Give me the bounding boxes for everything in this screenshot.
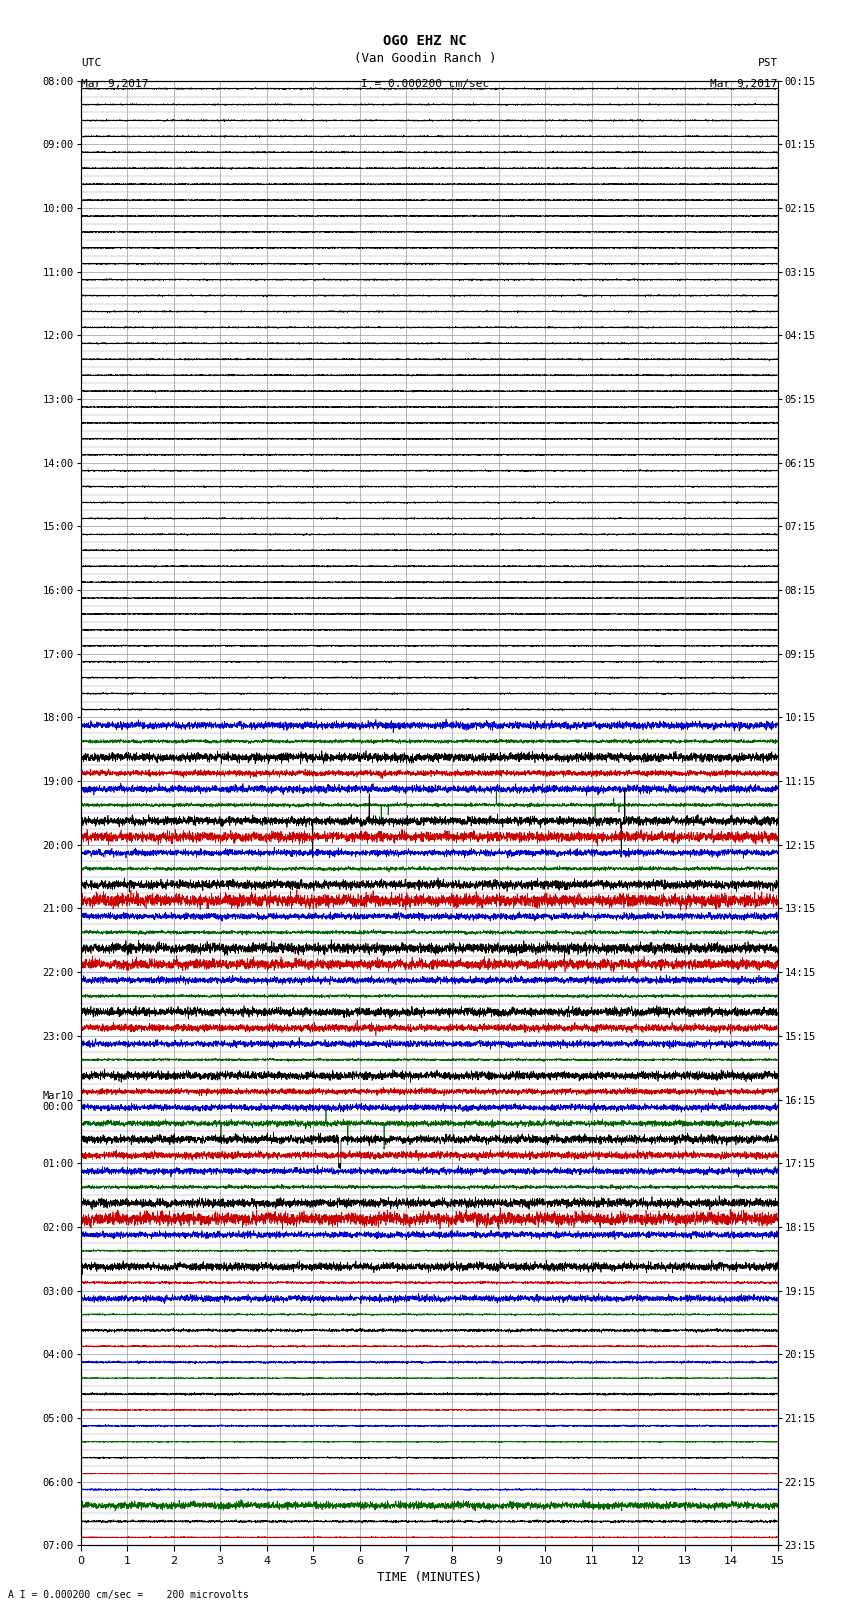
Text: (Van Goodin Ranch ): (Van Goodin Ranch ) xyxy=(354,52,496,65)
Text: Mar 9,2017: Mar 9,2017 xyxy=(711,79,778,89)
Text: Mar 9,2017: Mar 9,2017 xyxy=(81,79,148,89)
Text: I = 0.000200 cm/sec: I = 0.000200 cm/sec xyxy=(361,79,489,89)
Text: OGO EHZ NC: OGO EHZ NC xyxy=(383,34,467,48)
Text: UTC: UTC xyxy=(81,58,101,68)
Text: A I = 0.000200 cm/sec =    200 microvolts: A I = 0.000200 cm/sec = 200 microvolts xyxy=(8,1590,249,1600)
X-axis label: TIME (MINUTES): TIME (MINUTES) xyxy=(377,1571,482,1584)
Text: PST: PST xyxy=(757,58,778,68)
